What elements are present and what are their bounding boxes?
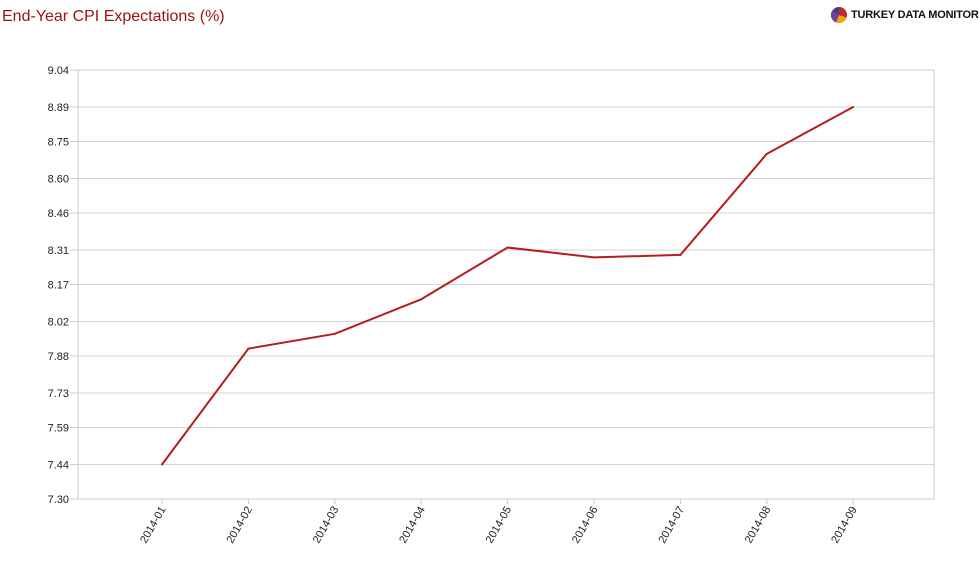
data-point[interactable] bbox=[679, 253, 682, 256]
y-tick-label: 7.44 bbox=[48, 459, 69, 471]
brand-name: TURKEY DATA MONITOR bbox=[851, 9, 979, 21]
y-tick-label: 8.31 bbox=[48, 245, 69, 257]
data-point[interactable] bbox=[333, 332, 336, 335]
brand-logo[interactable]: TURKEY DATA MONITOR bbox=[830, 6, 979, 24]
y-tick-label: 7.59 bbox=[48, 423, 69, 435]
x-tick-label: 2014-07 bbox=[656, 505, 687, 546]
y-tick-label: 8.75 bbox=[48, 137, 69, 149]
series-layer bbox=[161, 105, 855, 466]
x-tick-label: 2014-08 bbox=[743, 505, 774, 546]
y-tick-label: 8.02 bbox=[48, 316, 69, 328]
y-tick-label: 7.88 bbox=[48, 351, 69, 363]
x-tick-label: 2014-06 bbox=[570, 505, 601, 546]
y-tick-label: 8.89 bbox=[48, 102, 69, 114]
x-axis: 2014-01 2014-02 2014-03 2014-04 2014-05 2014-… bbox=[138, 499, 860, 545]
y-tick-label: 8.46 bbox=[48, 208, 69, 220]
y-tick-label: 8.17 bbox=[48, 280, 69, 292]
grid-lines bbox=[78, 69, 934, 500]
y-tick-label: 7.30 bbox=[48, 494, 69, 506]
data-point[interactable] bbox=[852, 105, 855, 108]
data-point[interactable] bbox=[161, 463, 163, 466]
y-axis: 7.30 7.44 7.59 7.73 7.88 8.02 8.17 8.31 8.46 8.60… bbox=[48, 65, 78, 506]
x-tick-label: 2014-04 bbox=[397, 505, 428, 546]
data-point[interactable] bbox=[593, 256, 595, 259]
y-tick-label: 7.73 bbox=[48, 388, 69, 400]
data-point[interactable] bbox=[420, 298, 423, 301]
x-tick-label: 2014-09 bbox=[829, 505, 860, 546]
x-tick-label: 2014-05 bbox=[484, 504, 515, 545]
data-point[interactable] bbox=[247, 347, 250, 350]
x-tick-label: 2014-03 bbox=[311, 505, 342, 546]
chart-title: End-Year CPI Expectations (%) bbox=[2, 8, 225, 25]
series-line[interactable] bbox=[161, 106, 854, 466]
y-tick-label: 8.60 bbox=[48, 173, 69, 185]
x-tick-label: 2014-02 bbox=[224, 505, 255, 546]
data-point[interactable] bbox=[765, 152, 768, 155]
y-tick-label: 9.04 bbox=[48, 65, 69, 77]
pie-chart-logo-icon bbox=[830, 7, 847, 23]
data-point[interactable] bbox=[506, 246, 509, 249]
x-tick-label: 2014-01 bbox=[138, 505, 169, 546]
